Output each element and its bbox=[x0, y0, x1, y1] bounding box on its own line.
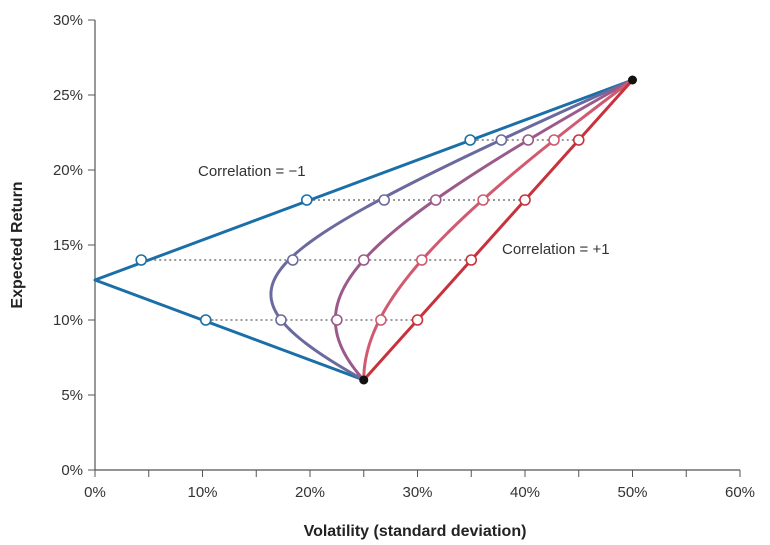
y-tick-label: 30% bbox=[53, 12, 83, 29]
x-tick-label: 10% bbox=[187, 484, 217, 501]
y-tick-label: 5% bbox=[61, 387, 83, 404]
labels-layer: Correlation = −1 Correlation = +1 Volati… bbox=[9, 163, 610, 540]
portfolio-marker bbox=[357, 254, 370, 266]
portfolio-marker bbox=[429, 194, 442, 206]
y-tick-label: 0% bbox=[61, 462, 83, 479]
portfolio-marker bbox=[495, 134, 508, 146]
portfolio-marker bbox=[465, 254, 478, 266]
y-axis-title: Expected Return bbox=[9, 181, 26, 308]
y-tick-label: 25% bbox=[53, 87, 83, 104]
series-line-correlation-minus-1 bbox=[93, 78, 634, 382]
portfolio-marker bbox=[572, 134, 585, 146]
portfolio-marker bbox=[519, 194, 531, 206]
x-tick-label: 60% bbox=[725, 484, 755, 501]
portfolio-marker bbox=[275, 314, 287, 326]
portfolio-marker bbox=[199, 314, 212, 326]
portfolio-marker bbox=[411, 314, 424, 326]
x-tick-label: 20% bbox=[295, 484, 325, 501]
portfolio-marker bbox=[286, 254, 299, 266]
x-tick-label: 0% bbox=[84, 484, 106, 501]
series-line-correlation-0 bbox=[333, 78, 634, 381]
series-line-correlation-1 bbox=[362, 78, 634, 382]
portfolio-marker bbox=[331, 314, 343, 326]
series-line-correlation-0-5 bbox=[362, 78, 634, 381]
annotation-correlation-minus-one: Correlation = −1 bbox=[198, 163, 306, 180]
asset-endpoint bbox=[359, 375, 369, 385]
portfolio-marker bbox=[378, 194, 390, 206]
portfolio-marker bbox=[548, 134, 560, 146]
y-tick-label: 15% bbox=[53, 237, 83, 254]
y-tick-label: 20% bbox=[53, 162, 83, 179]
portfolio-marker bbox=[522, 134, 535, 146]
markers-layer bbox=[135, 75, 637, 385]
portfolio-marker bbox=[415, 254, 428, 266]
series-layer bbox=[93, 78, 634, 382]
portfolio-marker bbox=[477, 194, 489, 206]
portfolio-marker bbox=[300, 194, 313, 206]
axes: 0% 10% 20% 30% 40% 50% 60% 0% 5% 10% 15% 20% 25% 30% bbox=[53, 12, 755, 501]
annotation-correlation-plus-one: Correlation = +1 bbox=[502, 241, 610, 258]
asset-endpoint bbox=[628, 75, 637, 85]
portfolio-marker bbox=[464, 134, 476, 146]
y-tick-label: 10% bbox=[53, 312, 83, 329]
x-tick-label: 30% bbox=[402, 484, 432, 501]
x-axis-title: Volatility (standard deviation) bbox=[304, 523, 527, 540]
portfolio-marker bbox=[375, 314, 387, 326]
x-tick-label: 40% bbox=[510, 484, 540, 501]
series-line-correlation-minus-0-5 bbox=[269, 78, 634, 382]
portfolio-marker bbox=[135, 254, 148, 266]
x-tick-label: 50% bbox=[617, 484, 647, 501]
